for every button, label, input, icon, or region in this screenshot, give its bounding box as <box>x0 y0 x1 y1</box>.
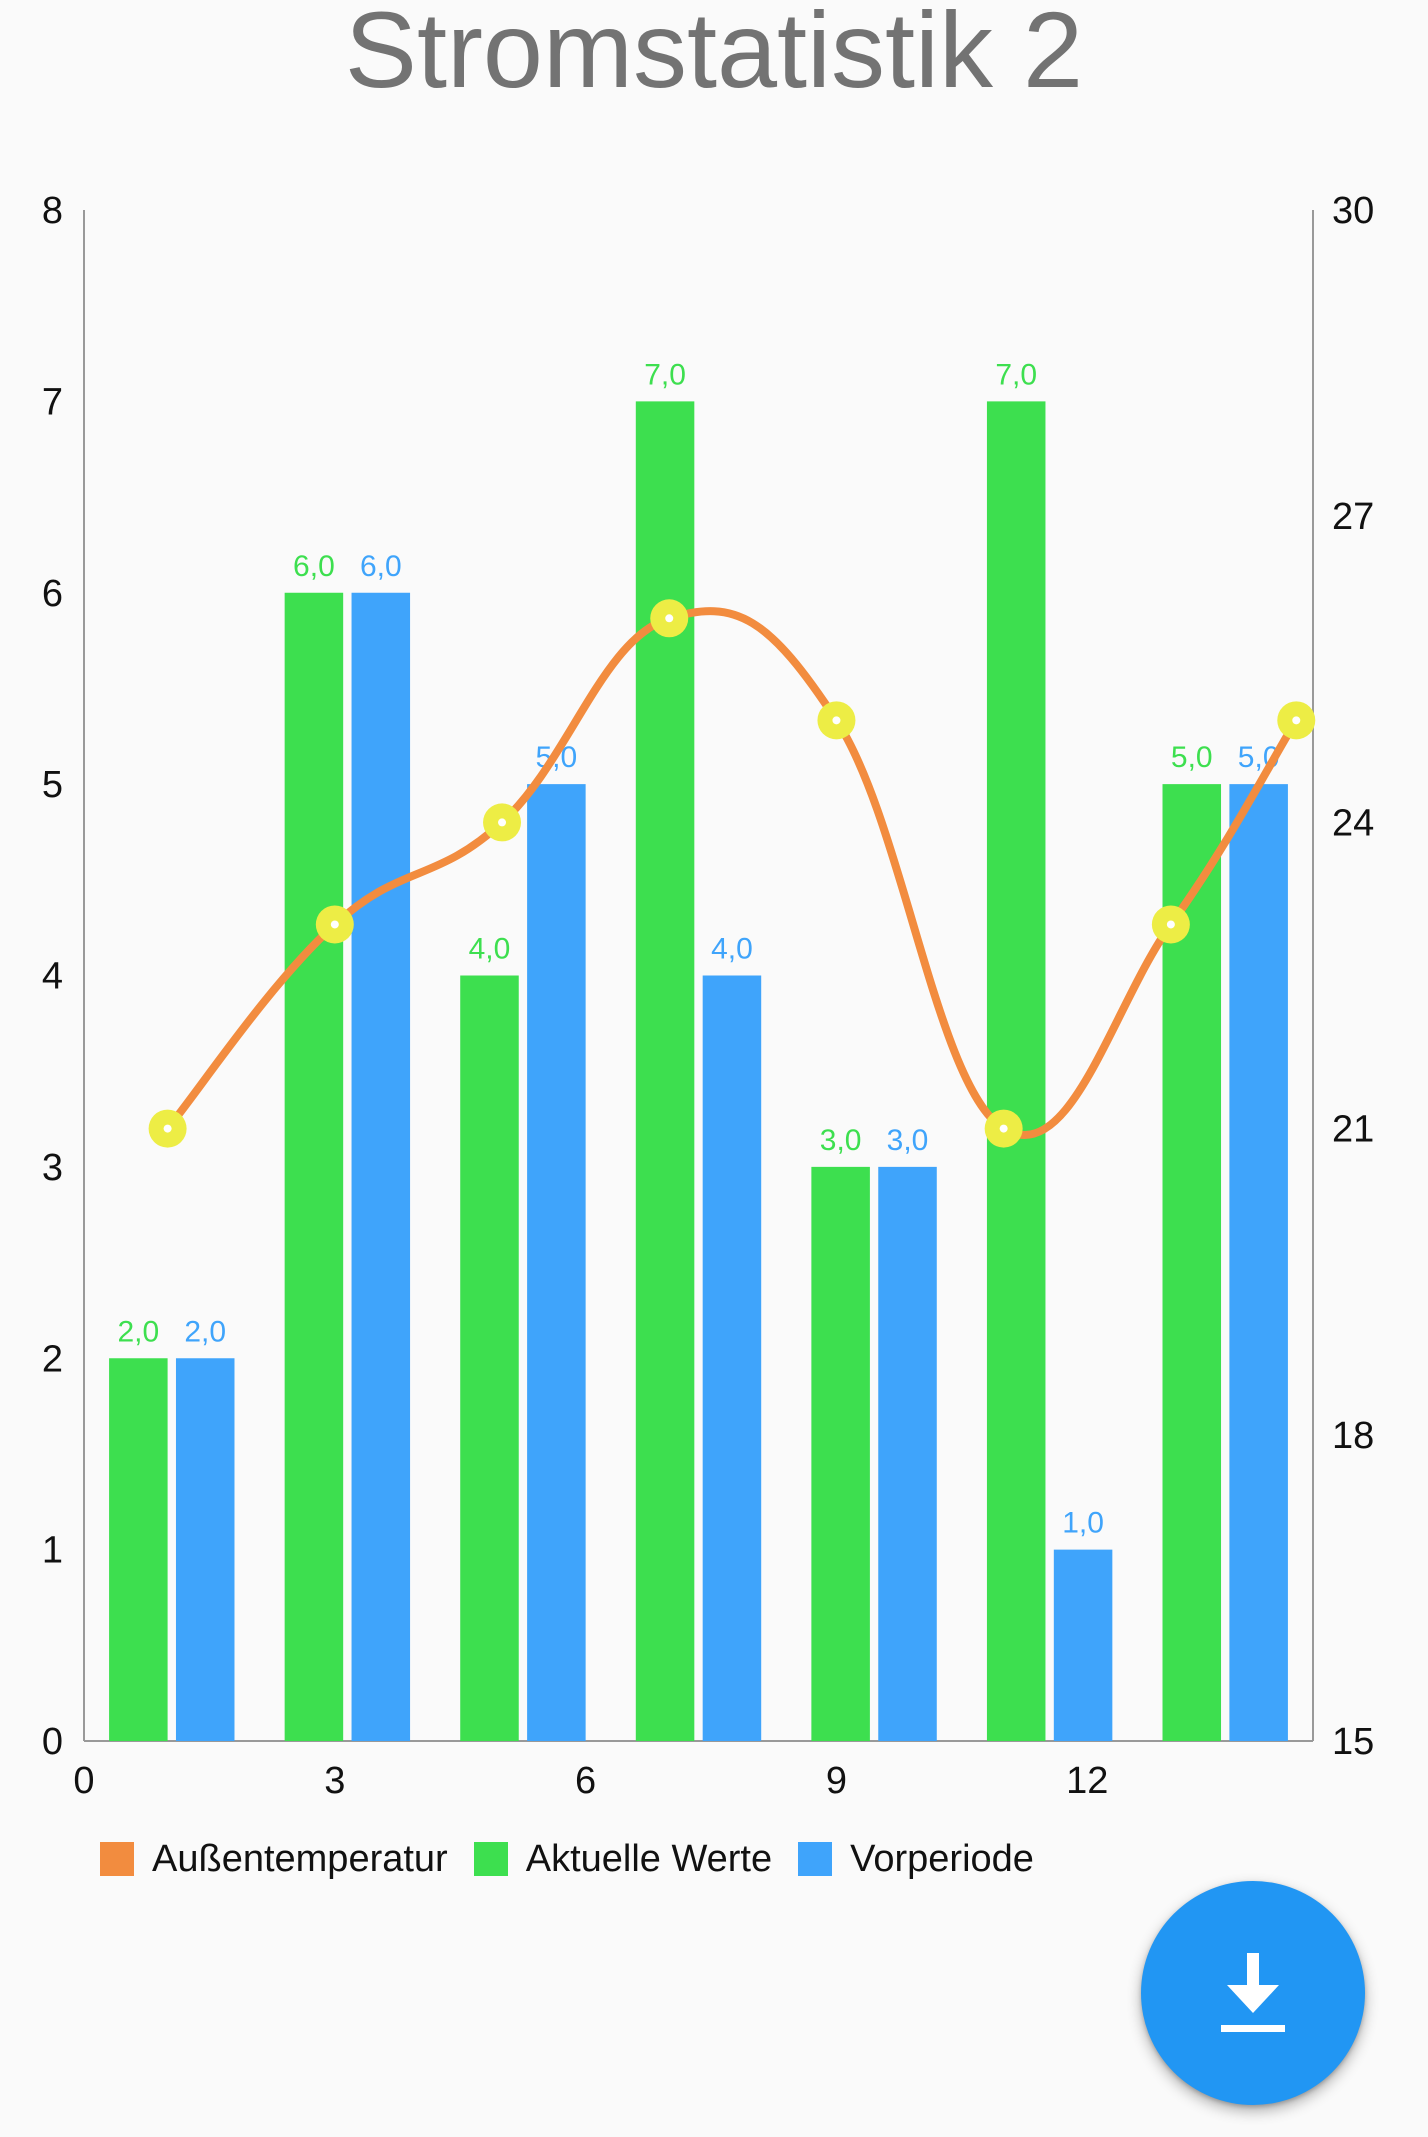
y-tick-label-left: 7 <box>42 381 63 423</box>
temperature-point-center <box>163 1124 172 1133</box>
y-tick-label-right: 15 <box>1332 1721 1374 1763</box>
temperature-point-center <box>498 818 507 827</box>
data-label-previous: 2,0 <box>184 1315 226 1348</box>
temperature-point-center <box>330 920 339 929</box>
x-tick-label: 3 <box>324 1760 345 1802</box>
temperature-point-center <box>999 1124 1008 1133</box>
y-tick-label-left: 6 <box>42 573 63 615</box>
data-label-current: 5,0 <box>1171 741 1213 774</box>
bar-previous <box>1053 1549 1113 1741</box>
legend-swatch-current <box>473 1842 508 1876</box>
x-tick-label: 0 <box>73 1760 94 1802</box>
data-label-current: 2,0 <box>117 1315 159 1348</box>
temperature-point-center <box>665 614 674 623</box>
bar-current <box>1162 784 1222 1741</box>
data-label-previous: 6,0 <box>360 550 402 583</box>
temperature-point-center <box>832 716 841 725</box>
download-button[interactable] <box>1141 1881 1365 2105</box>
y-tick-label-right: 18 <box>1332 1415 1374 1457</box>
data-label-current: 7,0 <box>644 358 686 391</box>
x-tick-label: 12 <box>1066 1760 1108 1802</box>
data-label-current: 4,0 <box>469 933 511 966</box>
chart-title: Stromstatistik 2 <box>344 0 1084 110</box>
data-label-current: 6,0 <box>293 550 335 583</box>
y-tick-label-left: 0 <box>42 1721 63 1763</box>
y-tick-label-left: 2 <box>42 1338 63 1380</box>
data-label-previous: 1,0 <box>1062 1507 1104 1540</box>
temperature-point-center <box>1166 920 1175 929</box>
bar-current <box>109 1358 168 1741</box>
y-tick-label-right: 24 <box>1332 802 1374 844</box>
data-label-previous: 3,0 <box>887 1124 929 1157</box>
data-label-current: 3,0 <box>820 1124 862 1157</box>
y-tick-label-left: 3 <box>42 1147 63 1189</box>
chart-legend: Außentemperatur Aktuelle Werte Vorperiod… <box>100 1834 1060 1884</box>
legend-label-current: Aktuelle Werte <box>525 1837 773 1880</box>
temperature-line <box>163 607 1301 1140</box>
download-icon <box>1221 1953 1285 2032</box>
bar-previous <box>351 592 411 1741</box>
y-tick-label-right: 27 <box>1332 496 1374 538</box>
legend-label-temperature: Außentemperatur <box>152 1837 448 1880</box>
y-tick-label-left: 8 <box>42 190 63 232</box>
y-tick-label-right: 21 <box>1332 1109 1374 1151</box>
bar-current <box>284 592 344 1741</box>
bar-current <box>460 975 519 1741</box>
y-tick-label-left: 4 <box>42 956 63 998</box>
legend-label-previous: Vorperiode <box>850 1837 1034 1880</box>
y-tick-label-right: 30 <box>1332 190 1374 232</box>
legend-swatch-previous <box>798 1842 833 1876</box>
legend-item-temperature: Außentemperatur <box>100 1838 448 1881</box>
y-tick-label-left: 1 <box>42 1530 63 1572</box>
legend-swatch-temperature <box>100 1842 134 1876</box>
x-tick-label: 6 <box>575 1760 596 1802</box>
x-tick-label: 9 <box>826 1760 847 1802</box>
bar-previous <box>1229 784 1288 1741</box>
bar-previous <box>175 1358 235 1741</box>
data-label-current: 7,0 <box>995 358 1037 391</box>
legend-item-previous: Vorperiode <box>798 1838 1034 1881</box>
bar-previous <box>527 784 586 1741</box>
bar-previous <box>878 1166 937 1741</box>
data-label-previous: 4,0 <box>711 933 753 966</box>
bar-current <box>811 1166 870 1741</box>
y-tick-label-left: 5 <box>42 764 63 806</box>
temperature-point-center <box>1292 716 1301 725</box>
bar-current <box>986 401 1046 1741</box>
bar-previous <box>702 975 762 1741</box>
legend-item-current: Aktuelle Werte <box>473 1837 773 1881</box>
